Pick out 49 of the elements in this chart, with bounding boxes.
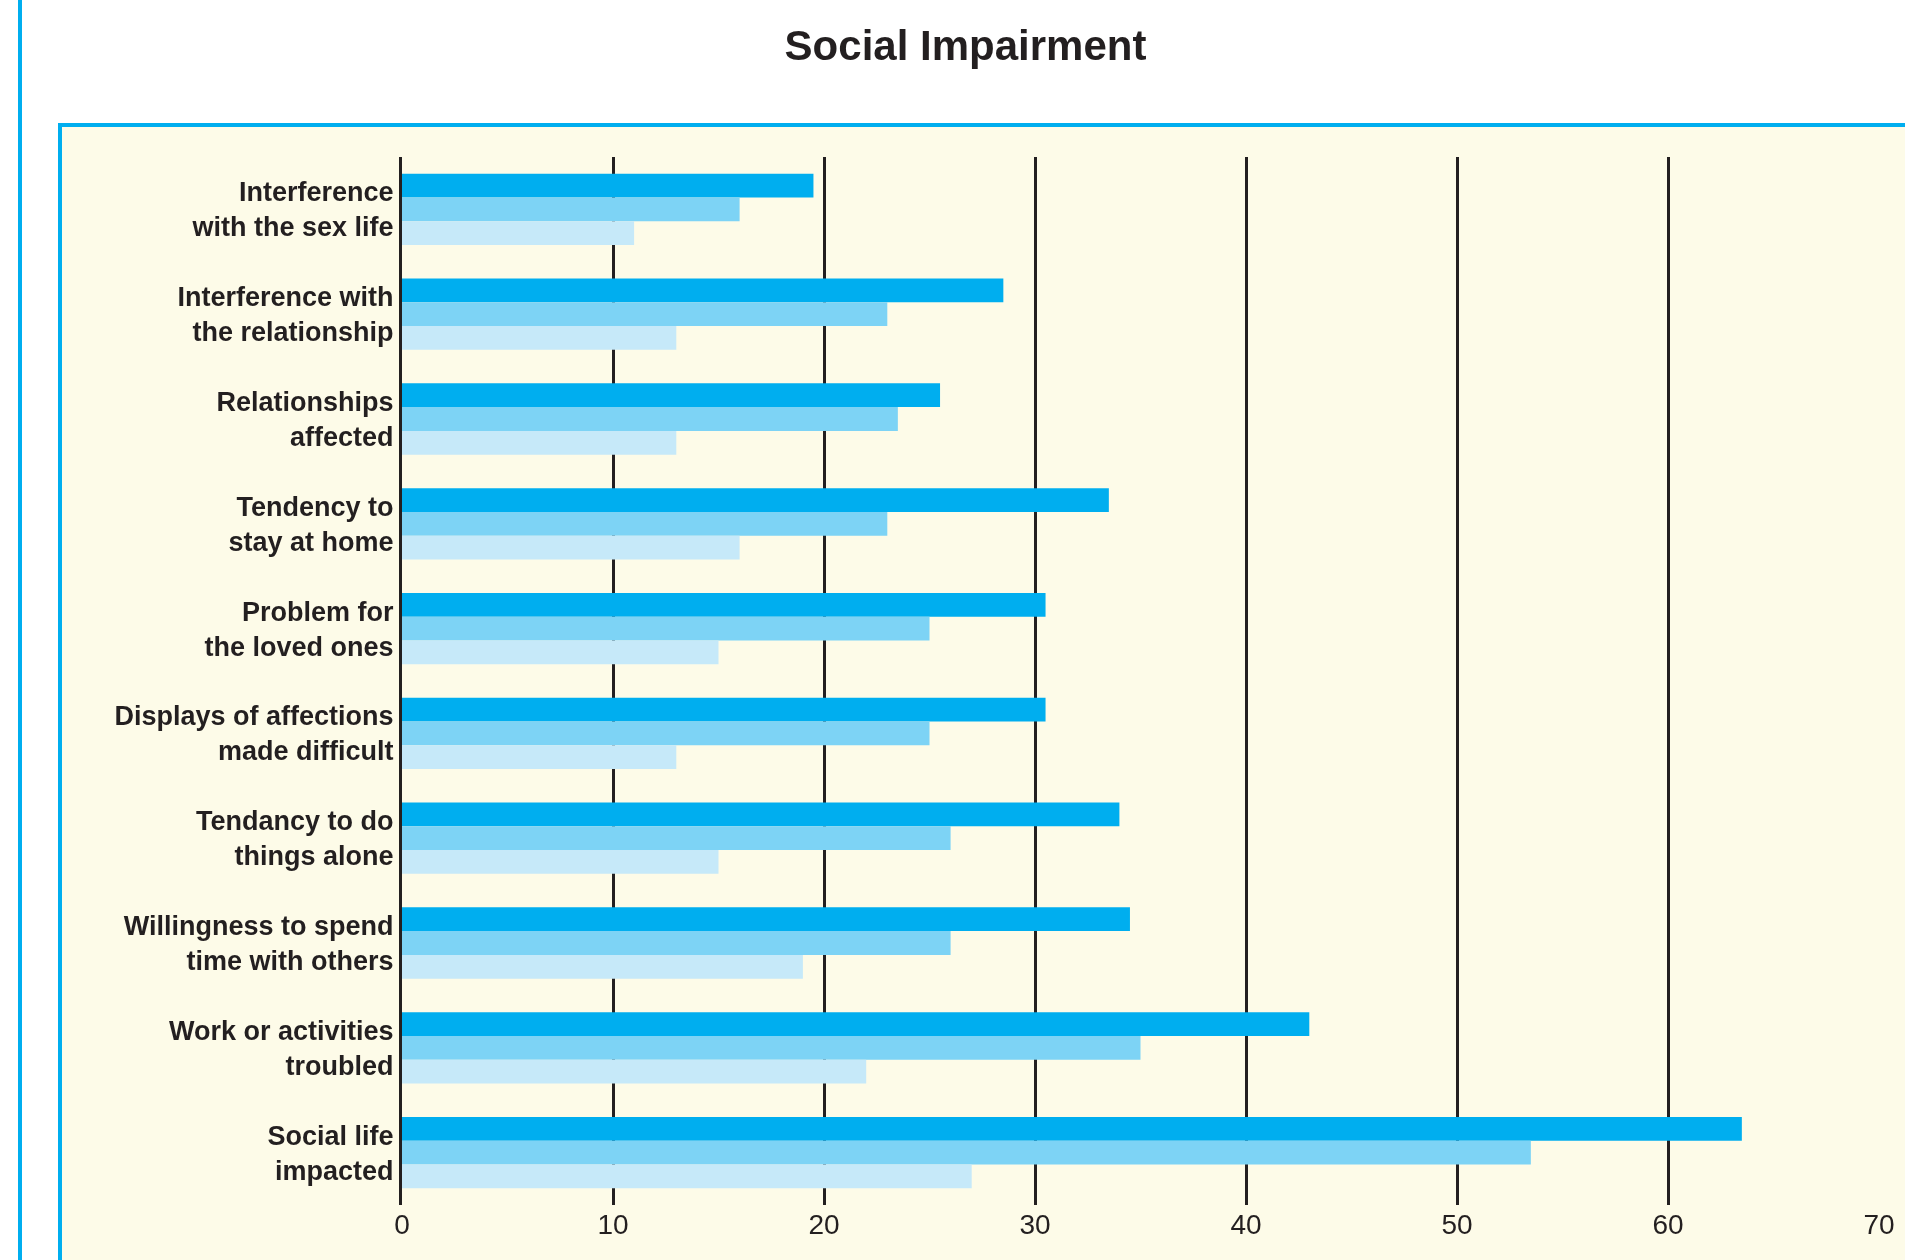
y-tick-label: Tendency to stay at home — [228, 491, 394, 557]
bar — [402, 802, 1120, 827]
bar — [402, 616, 930, 641]
bar — [402, 302, 888, 327]
bar — [402, 1059, 867, 1084]
bar — [402, 407, 898, 431]
bar — [402, 592, 1046, 617]
bar — [402, 1140, 1531, 1165]
bar — [402, 173, 814, 198]
x-tick-label: 50 — [1441, 1209, 1473, 1240]
bar — [402, 1116, 1742, 1141]
x-tick-label: 0 — [394, 1209, 410, 1240]
bar — [402, 907, 1130, 932]
bar — [402, 511, 888, 536]
y-tick-label: Relationships affected — [216, 386, 394, 452]
chart-title: Social Impairment — [783, 22, 1148, 70]
y-tick-label: Interference with the relationship — [177, 282, 394, 348]
bar — [402, 1035, 1141, 1060]
bar — [402, 535, 740, 560]
bar — [402, 221, 635, 246]
bar — [402, 430, 677, 455]
bar — [402, 1164, 972, 1189]
y-tick-label: Social life impacted — [267, 1120, 394, 1186]
x-tick-label: 10 — [597, 1209, 629, 1240]
bar — [402, 383, 941, 408]
bar — [402, 1012, 1310, 1036]
bar — [402, 640, 719, 665]
x-tick-label: 60 — [1652, 1209, 1684, 1240]
bar — [402, 326, 677, 350]
bar — [402, 197, 740, 222]
x-tick-label: 30 — [1019, 1209, 1051, 1240]
bar — [402, 850, 719, 874]
bar — [402, 278, 1004, 303]
bar — [402, 954, 803, 979]
y-tick-label: Problem for the loved ones — [204, 596, 395, 662]
y-tick-label: Interference with the sex life — [191, 177, 394, 243]
bar — [402, 931, 951, 955]
y-tick-label: Willingness to spend time with others — [123, 910, 394, 976]
y-tick-label: Work or activities troubled — [169, 1015, 394, 1081]
y-tick-label: Tendancy to do things alone — [196, 806, 394, 872]
y-tick-label: Displays of affections made difficult — [114, 701, 394, 767]
bar — [402, 697, 1046, 722]
bar — [402, 488, 1109, 512]
bar — [402, 721, 930, 746]
x-tick-label: 40 — [1230, 1209, 1262, 1240]
x-tick-label: 20 — [808, 1209, 840, 1240]
x-tick-label: 70 — [1863, 1209, 1895, 1240]
bar — [402, 826, 951, 851]
bar — [402, 745, 677, 770]
